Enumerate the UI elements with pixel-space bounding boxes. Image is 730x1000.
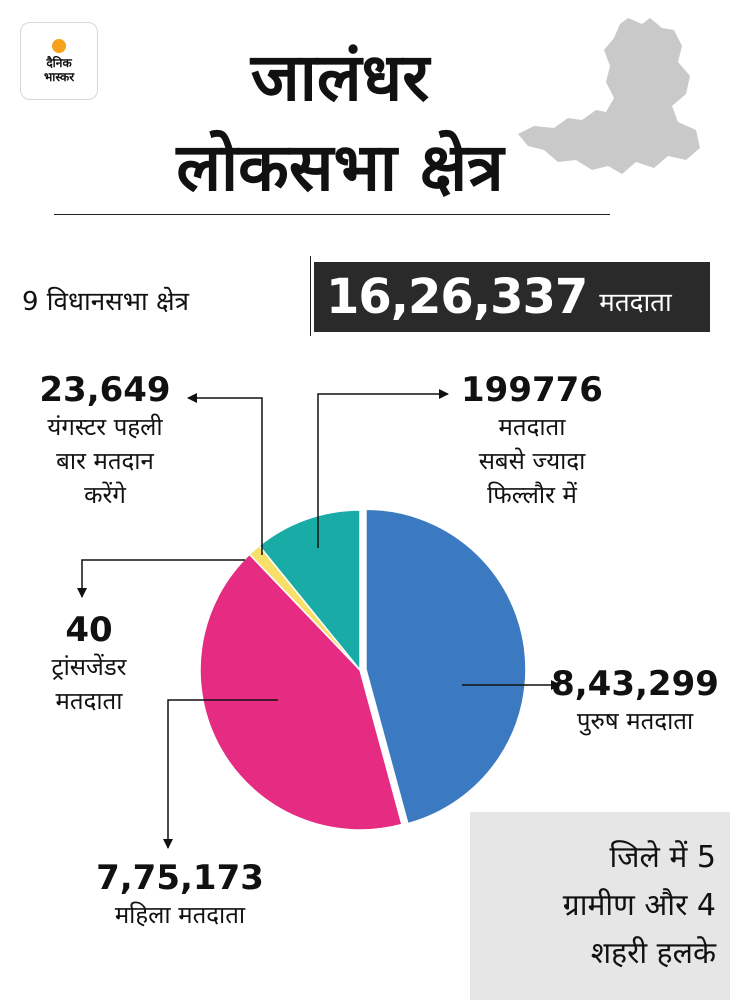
female-value: 7,75,173: [96, 858, 264, 898]
pie-slice-phillaur: [258, 509, 361, 673]
logo-text-line2: भास्कर: [43, 69, 75, 84]
constituency-note: जिले में 5 ग्रामीण और 4 शहरी हलके: [470, 812, 730, 1000]
total-voters-unit: मतदाता: [599, 288, 672, 318]
pie-slice-male: [365, 508, 527, 825]
female-connector: [163, 699, 278, 849]
map-shape: [518, 18, 700, 174]
transgender-desc: ट्रांसजेंडर मतदाता: [51, 653, 127, 715]
label-female: 7,75,173 महिला मतदाता: [60, 858, 300, 932]
male-desc: पुरुष मतदाता: [576, 707, 694, 735]
youngsters-desc: यंगस्टर पहली बार मतदान करेंगे: [47, 413, 163, 509]
youngsters-value: 23,649: [39, 370, 171, 410]
page-title-line2: लोकसभा क्षेत्र: [176, 129, 504, 206]
label-transgender: 40 ट्रांसजेंडर मतदाता: [14, 610, 164, 718]
total-voters-box: 16,26,337 मतदाता: [314, 262, 710, 332]
connectors: [77, 389, 561, 849]
assembly-count-text: 9 विधानसभा क्षेत्र: [22, 287, 189, 317]
phillaur-desc: मतदाता सबसे ज्यादा फिल्लौर में: [478, 413, 586, 509]
label-male: 8,43,299 पुरुष मतदाता: [540, 664, 730, 738]
female-desc: महिला मतदाता: [114, 901, 246, 929]
male-value: 8,43,299: [551, 664, 719, 704]
total-voters-value: 16,26,337: [326, 269, 588, 325]
phillaur-connector: [317, 389, 449, 548]
transgender-value: 40: [65, 610, 113, 650]
label-youngsters: 23,649 यंगस्टर पहली बार मतदान करेंगे: [10, 370, 200, 512]
logo-text-line1: दैनिक: [46, 55, 72, 70]
youngsters-connector: [187, 393, 263, 555]
dainik-bhaskar-logo: दैनिक भास्कर: [20, 22, 98, 100]
district-map-icon: [518, 18, 700, 174]
sun-icon: [52, 38, 66, 53]
label-phillaur: 199776 मतदाता सबसे ज्यादा फिल्लौर में: [432, 370, 632, 512]
title-divider: [54, 214, 610, 215]
page-title-line1: जालंधर: [250, 39, 430, 116]
phillaur-value: 199776: [461, 370, 603, 410]
summary-divider: [310, 256, 311, 336]
pie-slice-female: [199, 553, 403, 831]
transgender-connector: [77, 559, 245, 598]
